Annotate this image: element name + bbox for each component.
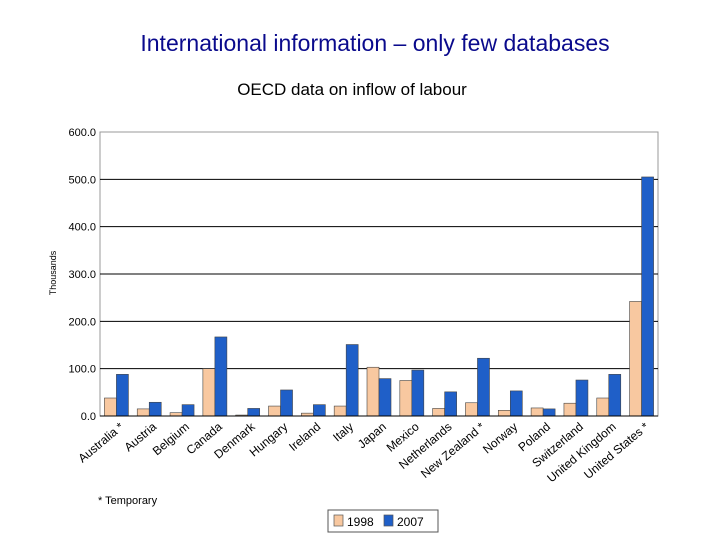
gridlines (100, 178, 658, 370)
legend-swatch-2007 (383, 514, 394, 527)
bar-1998-hungary (268, 405, 281, 417)
y-tick-label: 200.0 (68, 316, 96, 328)
x-tick-label: Ireland (286, 420, 323, 454)
y-tick-label: 600.0 (68, 127, 96, 139)
bar-1998-japan (366, 366, 380, 417)
legend-swatch-1998 (333, 514, 344, 527)
bar-2007-japan (378, 378, 392, 417)
bar-2007-unitedkingdom (608, 374, 622, 417)
x-tick-label: Norway (480, 420, 520, 457)
bar-1998-australia (104, 397, 117, 417)
bars (104, 176, 654, 417)
bar-2007-norway (509, 390, 523, 417)
bar-2007-netherlands (444, 391, 457, 417)
bar-1998-canada (202, 368, 216, 417)
bar-1998-switzerland (563, 402, 577, 417)
x-tick-label: Italy (330, 420, 356, 445)
bar-1998-unitedkingdom (596, 397, 610, 417)
bar-2007-switzerland (575, 379, 589, 417)
bar-2007-unitedstates (641, 176, 654, 417)
bar-1998-netherlands (432, 408, 445, 417)
bar-1998-mexico (399, 380, 413, 417)
bar-2007-denmark (247, 408, 261, 417)
bar-2007-austria (148, 401, 162, 417)
bar-1998-unitedstates (629, 301, 642, 417)
x-tick-label: Japan (355, 420, 389, 452)
y-axis-label: Thousands (48, 250, 58, 295)
x-tick-label: Belgium (150, 420, 192, 459)
bar-2007-mexico (411, 369, 425, 417)
slide-title: International information – only few dat… (140, 30, 610, 56)
y-tick-label: 400.0 (68, 222, 96, 234)
bar-2007-ireland (313, 404, 326, 417)
bar-1998-austria (136, 408, 150, 417)
legend: 1998 2007 (327, 509, 439, 533)
x-axis-ticks: Australia *AustriaBelgiumCanadaDenmarkHu… (75, 419, 651, 485)
bar-1998-italy (333, 405, 347, 417)
legend-box (327, 509, 439, 533)
y-tick-label: 0.0 (81, 411, 96, 423)
chart-title: OECD data on inflow of labour (237, 80, 467, 99)
x-tick-label: Australia * (75, 419, 126, 465)
bar-2007-hungary (280, 389, 293, 417)
y-tick-label: 500.0 (68, 174, 96, 186)
bar-1998-newzealand (465, 402, 478, 417)
bar-2007-italy (345, 344, 359, 417)
bar-2007-canada (214, 336, 228, 417)
bar-1998-poland (530, 407, 544, 417)
y-tick-label: 100.0 (68, 364, 96, 376)
bar-2007-belgium (181, 404, 195, 417)
bar-2007-newzealand (477, 357, 490, 417)
footnote: * Temporary (98, 495, 158, 507)
legend-label-2007: 2007 (397, 515, 424, 529)
bar-2007-australia (116, 374, 129, 417)
y-axis-ticks: 0.0 100.0 200.0 300.0 400.0 500.0 600.0 (68, 127, 96, 423)
bar-2007-poland (542, 408, 556, 417)
y-tick-label: 300.0 (68, 269, 96, 281)
legend-label-1998: 1998 (347, 515, 374, 529)
bar-1998-norway (497, 410, 511, 417)
